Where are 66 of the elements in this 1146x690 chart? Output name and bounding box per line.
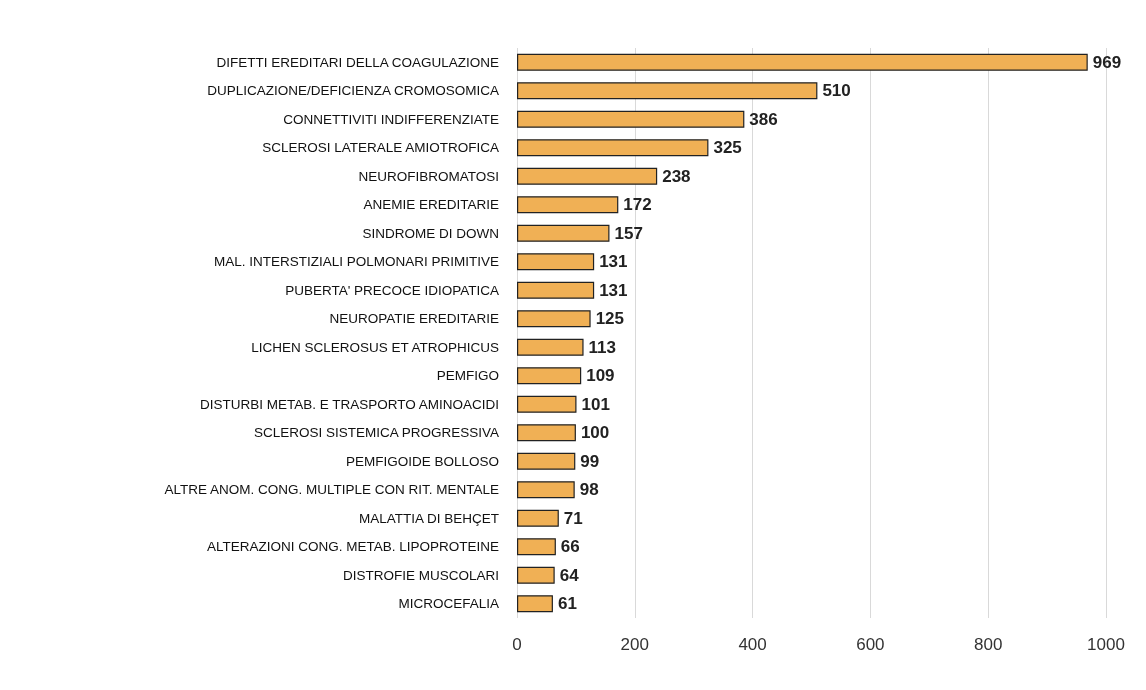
- y-tick-label: MAL. INTERSTIZIALI POLMONARI PRIMITIVE: [213, 254, 499, 270]
- data-label: 66: [560, 537, 580, 557]
- bar: [517, 452, 576, 470]
- x-tick-label: 600: [856, 635, 885, 654]
- bar: [517, 281, 595, 299]
- data-label: 172: [623, 195, 652, 215]
- data-label: 131: [599, 280, 628, 300]
- data-label: 131: [599, 252, 628, 272]
- data-label: 101: [581, 394, 610, 414]
- bar: [517, 224, 610, 242]
- data-label: 238: [662, 166, 691, 186]
- bar: [517, 110, 745, 128]
- bar: [517, 395, 577, 413]
- bar: [517, 338, 584, 356]
- bar: [517, 196, 619, 214]
- x-tick-label: 0: [512, 635, 522, 654]
- x-tick-label: 200: [620, 635, 649, 654]
- bar: [517, 481, 575, 499]
- y-tick-label: PEMFIGOIDE BOLLOSO: [345, 453, 499, 469]
- y-tick-label: DISTROFIE MUSCOLARI: [342, 567, 499, 583]
- y-tick-label: SINDROME DI DOWN: [362, 225, 499, 241]
- y-tick-label: NEUROFIBROMATOSI: [358, 168, 499, 184]
- y-tick-label: ALTERAZIONI CONG. METAB. LIPOPROTEINE: [206, 539, 499, 555]
- bar: [517, 566, 555, 584]
- bar: [517, 538, 556, 556]
- y-tick-label: DUPLICAZIONE/DEFICIENZA CROMOSOMICA: [207, 83, 499, 99]
- bar: [517, 367, 582, 385]
- y-tick-label: MALATTIA DI BEHÇET: [358, 510, 499, 526]
- data-label: 125: [595, 309, 624, 329]
- y-tick-label: PEMFIGO: [436, 368, 499, 384]
- y-tick-label: SCLEROSI LATERALE AMIOTROFICA: [262, 140, 499, 156]
- data-label: 113: [588, 337, 616, 357]
- data-label: 64: [559, 565, 580, 585]
- x-tick-label: 400: [738, 635, 767, 654]
- y-tick-label: LICHEN SCLEROSUS ET ATROPHICUS: [251, 339, 499, 355]
- y-tick-label: DIFETTI EREDITARI DELLA COAGULAZIONE: [216, 54, 499, 70]
- y-tick-label: DISTURBI METAB. E TRASPORTO AMINOACIDI: [199, 396, 499, 412]
- y-tick-label: ANEMIE EREDITARIE: [363, 197, 499, 213]
- data-label: 61: [557, 594, 577, 614]
- bar: [517, 424, 576, 442]
- y-tick-label: SCLEROSI SISTEMICA PROGRESSIVA: [253, 425, 499, 441]
- bar: [517, 53, 1088, 71]
- bar: [517, 595, 553, 613]
- data-label: 98: [579, 480, 599, 500]
- y-tick-label: MICROCEFALIA: [398, 596, 499, 612]
- y-tick-label: NEUROPATIE EREDITARIE: [329, 311, 499, 327]
- data-label: 71: [563, 508, 583, 528]
- data-label: 510: [822, 81, 851, 101]
- data-label: 109: [586, 366, 615, 386]
- bar: [517, 82, 818, 100]
- bar: [517, 310, 591, 328]
- x-tick-label: 800: [974, 635, 1003, 654]
- y-tick-label: CONNETTIVITI INDIFFERENZIATE: [283, 111, 499, 127]
- y-tick-label: ALTRE ANOM. CONG. MULTIPLE CON RIT. MENTALE: [164, 482, 499, 498]
- x-tick-label: 1000: [1087, 635, 1125, 654]
- data-label: 100: [580, 423, 610, 443]
- data-label: 386: [749, 109, 778, 129]
- y-tick-label: PUBERTA' PRECOCE IDIOPATICA: [285, 282, 499, 298]
- data-label: 99: [580, 451, 600, 471]
- bar: [517, 253, 595, 271]
- bar: [517, 167, 658, 185]
- data-label: 969: [1092, 52, 1122, 72]
- data-label: 157: [614, 223, 643, 243]
- bar: [517, 139, 709, 157]
- bar: [517, 509, 559, 527]
- data-label: 325: [713, 138, 742, 158]
